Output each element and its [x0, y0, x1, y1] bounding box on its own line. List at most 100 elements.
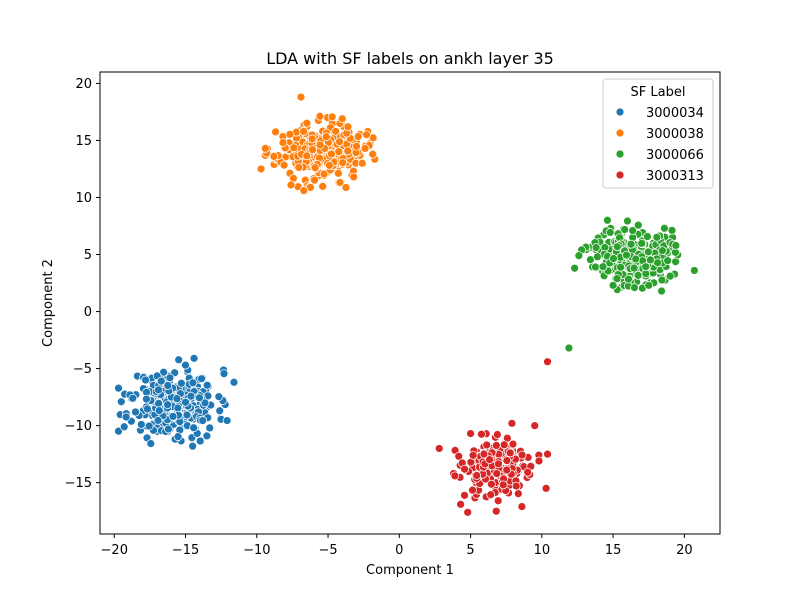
data-point: [168, 412, 178, 421]
data-point: [665, 271, 675, 281]
data-point: [637, 238, 647, 248]
data-point: [468, 485, 477, 495]
data-point: [493, 496, 503, 506]
data-point: [620, 225, 630, 234]
data-point: [505, 448, 515, 458]
data-point: [271, 127, 280, 137]
data-point: [302, 118, 312, 128]
data-point: [327, 149, 336, 159]
data-point: [508, 439, 518, 449]
data-point: [114, 383, 123, 393]
data-point: [487, 479, 496, 489]
data-point: [163, 381, 173, 390]
x-tick-label: 0: [395, 543, 403, 558]
legend-label: 3000313: [646, 169, 704, 184]
data-point: [202, 380, 212, 390]
data-point: [310, 163, 320, 173]
data-point: [368, 149, 378, 159]
data-point: [197, 374, 206, 384]
data-point: [491, 506, 501, 516]
data-point: [195, 393, 204, 403]
data-point: [289, 143, 299, 153]
data-point: [172, 394, 182, 404]
data-point: [622, 250, 631, 260]
data-point: [612, 242, 622, 252]
data-point: [530, 421, 540, 431]
data-point: [279, 160, 289, 170]
data-point: [310, 175, 319, 185]
data-point: [153, 416, 163, 425]
data-point: [626, 239, 636, 249]
data-point: [492, 430, 502, 439]
data-point: [482, 440, 492, 450]
data-point: [357, 158, 367, 168]
data-point: [570, 263, 579, 273]
data-point: [492, 469, 502, 478]
data-point: [460, 490, 469, 500]
data-point: [128, 393, 138, 403]
plot-frame: [99, 71, 721, 535]
data-point: [159, 367, 168, 377]
data-point: [260, 144, 270, 153]
data-point: [491, 441, 501, 450]
data-point: [121, 412, 131, 422]
legend: SF Label 3000034 3000038 3000066 3000313: [602, 78, 714, 189]
data-point: [195, 436, 205, 446]
data-point: [353, 132, 363, 141]
data-point: [181, 397, 190, 407]
data-point: [334, 168, 343, 178]
data-point: [472, 471, 482, 480]
data-point: [176, 378, 186, 388]
data-point: [517, 502, 527, 511]
data-point: [141, 375, 150, 385]
data-point: [513, 489, 523, 499]
data-point: [294, 163, 304, 172]
data-point: [362, 130, 371, 140]
data-point: [541, 483, 551, 493]
data-point: [667, 225, 677, 235]
x-tick-label: −5: [318, 543, 337, 558]
data-point: [349, 172, 359, 182]
x-tick-label: 5: [466, 543, 474, 558]
data-point: [641, 262, 651, 272]
data-point: [468, 450, 478, 460]
data-point: [360, 144, 370, 153]
series-3000313: [434, 357, 552, 517]
data-point: [200, 398, 210, 408]
data-point: [164, 424, 173, 434]
data-point: [653, 258, 662, 268]
data-point: [338, 158, 348, 168]
data-point: [633, 220, 643, 230]
y-axis-label: Component 2: [41, 259, 56, 347]
legend-marker: [615, 149, 625, 159]
data-point: [269, 152, 279, 161]
data-point: [214, 392, 224, 402]
data-point: [165, 373, 175, 383]
data-point: [463, 507, 473, 517]
data-point: [543, 357, 552, 367]
data-point: [343, 122, 353, 132]
data-point: [119, 422, 129, 432]
data-point: [630, 283, 639, 292]
data-point: [352, 141, 361, 151]
data-point: [327, 112, 337, 122]
data-point: [479, 449, 489, 459]
y-tick-label: −10: [65, 419, 92, 434]
data-point: [485, 455, 495, 464]
legend-title: SF Label: [631, 85, 686, 100]
x-tick-label: −20: [101, 543, 128, 558]
data-point: [131, 407, 140, 417]
data-point: [454, 451, 464, 461]
data-point: [645, 255, 655, 265]
legend-label: 3000034: [646, 106, 704, 121]
series-3000034: [114, 353, 239, 451]
series-3000066: [564, 215, 699, 353]
data-point: [671, 241, 681, 250]
data-point: [633, 270, 643, 280]
data-point: [331, 126, 341, 136]
data-point: [502, 456, 512, 465]
data-point: [341, 183, 351, 192]
data-point: [643, 247, 653, 257]
x-tick-label: −10: [243, 543, 270, 558]
data-point: [507, 418, 517, 428]
